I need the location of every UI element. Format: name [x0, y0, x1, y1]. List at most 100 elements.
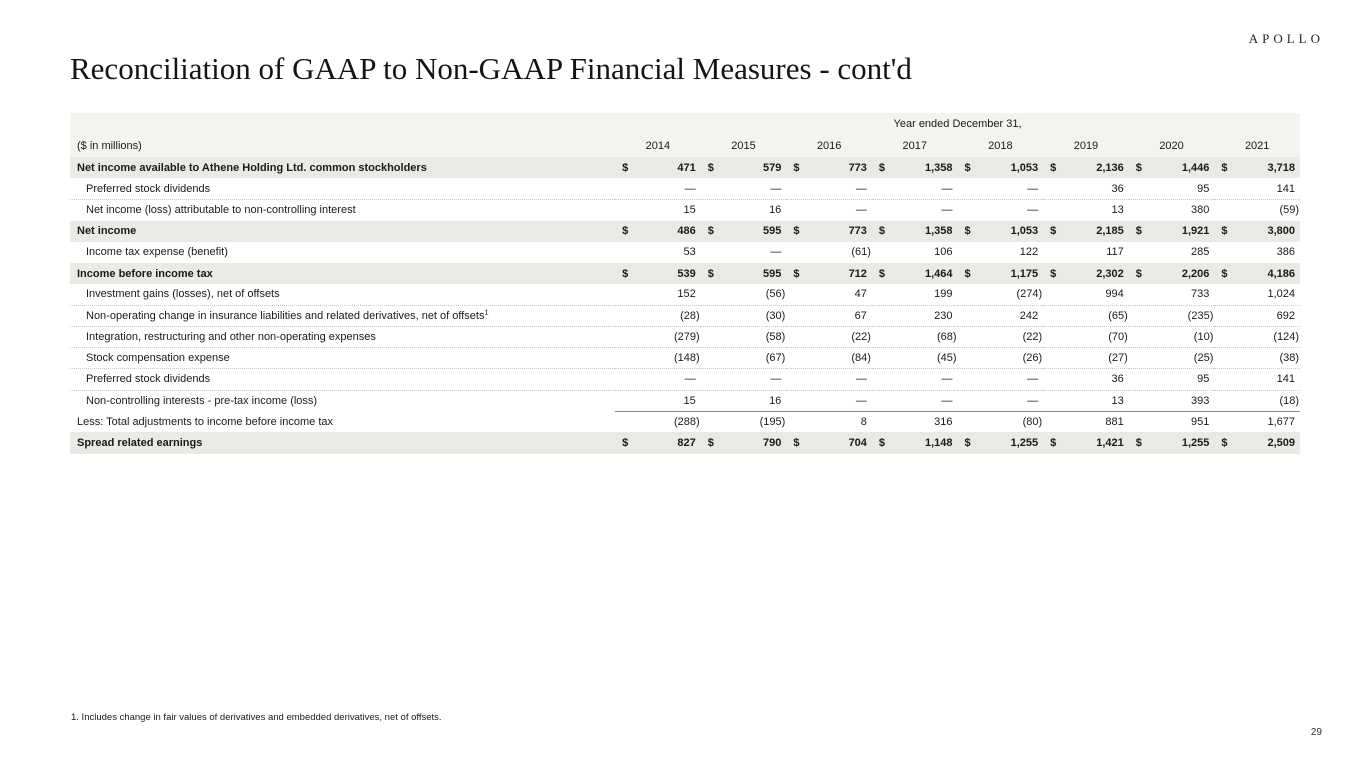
- table-header-group-row: Year ended December 31,: [70, 113, 1300, 135]
- row-label: Non-controlling interests - pre-tax inco…: [70, 389, 616, 412]
- cell-value: (279): [615, 325, 701, 348]
- table-body: Net income available to Athene Holding L…: [70, 157, 1300, 454]
- value-text: 15: [683, 204, 696, 217]
- value-text: 199: [934, 288, 953, 301]
- cell-value: 13: [1043, 198, 1129, 221]
- value-text: 1,358: [925, 225, 953, 238]
- cell-value: $4,186: [1214, 263, 1300, 284]
- cell-value: 36: [1043, 178, 1129, 199]
- cell-value: (59): [1214, 198, 1300, 221]
- value-text: 141: [1276, 373, 1295, 386]
- cell-value: (68): [871, 325, 958, 348]
- cell-value: $1,148: [872, 432, 958, 453]
- page-title: Reconciliation of GAAP to Non-GAAP Finan…: [70, 51, 912, 86]
- cell-value: 15: [615, 198, 701, 221]
- value-text: 994: [1105, 288, 1124, 301]
- table-row: Non-operating change in insurance liabil…: [70, 304, 1300, 327]
- value-text: (288): [674, 416, 700, 429]
- currency-symbol: $: [878, 225, 886, 238]
- value-text: 1,421: [1096, 437, 1124, 450]
- row-label: Non-operating change in insurance liabil…: [70, 304, 616, 327]
- cell-value: —: [786, 178, 872, 199]
- value-text: 67: [854, 309, 867, 322]
- cell-value: (27): [1043, 347, 1129, 369]
- value-text: —: [941, 182, 953, 195]
- currency-symbol: $: [1135, 225, 1142, 238]
- currency-symbol: $: [964, 225, 971, 238]
- cell-value: (65): [1043, 304, 1129, 327]
- value-text: 393: [1191, 394, 1210, 407]
- value-text: 3,800: [1267, 225, 1295, 238]
- value-text: —: [684, 182, 696, 195]
- currency-symbol: $: [707, 225, 714, 238]
- cell-value: (235): [1128, 304, 1215, 327]
- currency-symbol: $: [1050, 161, 1057, 174]
- value-text: 881: [1105, 416, 1124, 429]
- table-row: Net income available to Athene Holding L…: [70, 157, 1300, 179]
- value-text: —: [770, 182, 782, 195]
- cell-value: 8: [786, 410, 872, 433]
- currency-symbol: $: [1135, 267, 1142, 280]
- value-text: 951: [1191, 416, 1210, 429]
- value-text: 4,186: [1267, 267, 1295, 280]
- value-text: (59): [1279, 204, 1299, 217]
- cell-value: $712: [786, 263, 872, 284]
- value-text: 386: [1276, 246, 1295, 259]
- currency-symbol: $: [707, 267, 714, 280]
- value-text: 3,718: [1267, 161, 1295, 174]
- cell-value: $471: [615, 157, 701, 178]
- value-text: 773: [848, 225, 867, 238]
- cell-value: 316: [871, 410, 958, 433]
- cell-value: 386: [1214, 242, 1300, 263]
- cell-value: 122: [958, 242, 1044, 263]
- value-text: 36: [1111, 182, 1124, 195]
- value-text: 1,255: [1181, 437, 1210, 450]
- value-text: 704: [848, 437, 867, 450]
- currency-symbol: $: [964, 161, 971, 174]
- value-text: —: [855, 182, 867, 195]
- cell-value: $3,718: [1214, 157, 1300, 178]
- value-text: 471: [677, 161, 696, 174]
- value-text: —: [941, 373, 953, 386]
- value-text: —: [1027, 373, 1039, 386]
- cell-value: $2,136: [1043, 157, 1129, 178]
- currency-symbol: $: [878, 161, 886, 174]
- value-text: 827: [677, 437, 696, 450]
- year-column-header: 2017: [871, 135, 958, 157]
- value-text: 122: [1019, 246, 1039, 259]
- table-row: Net income (loss) attributable to non-co…: [70, 198, 1300, 221]
- value-text: 1,053: [1010, 161, 1039, 174]
- row-label: Preferred stock dividends: [86, 182, 211, 195]
- year-ended-header: Year ended December 31,: [615, 113, 1300, 135]
- value-text: 117: [1106, 246, 1124, 259]
- value-text: 790: [762, 437, 782, 450]
- value-text: 579: [762, 161, 782, 174]
- value-text: (279): [674, 331, 700, 344]
- value-text: 1,921: [1181, 225, 1210, 238]
- table-row: Integration, restructuring and other non…: [70, 325, 1300, 348]
- cell-value: 106: [872, 242, 958, 263]
- value-text: —: [1027, 182, 1039, 195]
- cell-value: (148): [615, 347, 701, 369]
- value-text: 47: [854, 288, 867, 301]
- cell-value: 881: [1043, 410, 1129, 433]
- table-row: Income before income tax $539 $595 $712 $1,4…: [70, 262, 1300, 285]
- cell-value: (38): [1214, 347, 1300, 369]
- header-spacer: [70, 113, 616, 135]
- currency-symbol: $: [622, 161, 629, 174]
- currency-symbol: $: [1050, 225, 1057, 238]
- value-text: —: [684, 373, 696, 386]
- cell-value: 95: [1128, 368, 1215, 391]
- cell-value: 67: [786, 304, 872, 327]
- cell-value: 53: [615, 242, 701, 263]
- cell-value: 1,677: [1214, 410, 1300, 433]
- table-row: Stock compensation expense (148) (67) (84) (…: [70, 347, 1300, 369]
- year-column-header: 2018: [957, 135, 1044, 157]
- value-text: 1,053: [1010, 225, 1039, 238]
- value-text: 13: [1111, 204, 1124, 217]
- cell-value: 16: [700, 198, 787, 221]
- cell-value: $1,175: [958, 263, 1044, 284]
- table-row: Preferred stock dividends — — — — — 36 95 141: [70, 368, 1300, 391]
- footnote-marker: 1: [484, 307, 489, 317]
- value-text: 13: [1111, 394, 1124, 407]
